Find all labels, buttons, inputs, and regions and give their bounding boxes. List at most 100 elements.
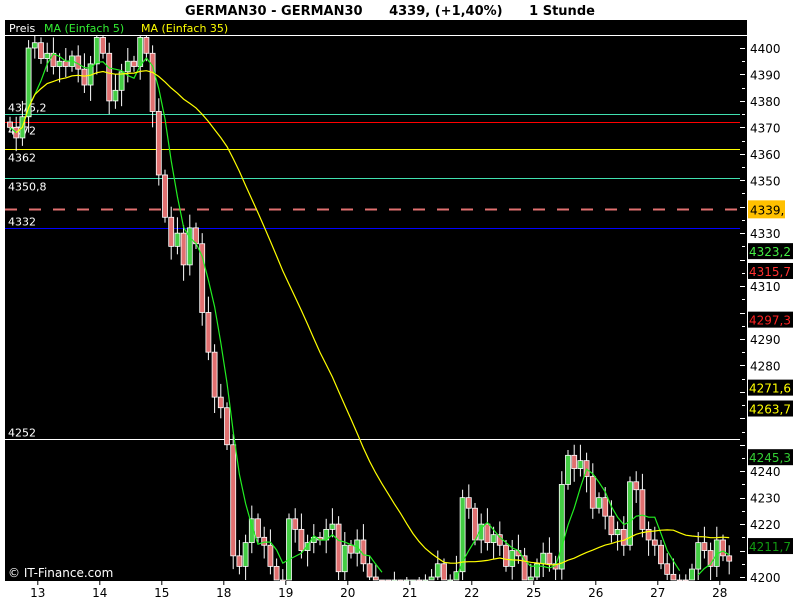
candle-up — [118, 71, 125, 91]
level-label: 4252 — [8, 427, 36, 440]
y-axis-label: 4280 — [750, 359, 781, 373]
price-marker-label: 4297,3 — [749, 314, 791, 328]
candle-down — [416, 579, 423, 582]
price-marker-label: 4315,7 — [749, 265, 791, 279]
x-axis-label: 21 — [402, 586, 417, 600]
current-price-label: 4339, — [750, 203, 784, 217]
candle-up — [137, 37, 144, 67]
y-axis-label: 4290 — [750, 333, 781, 347]
quote-value: 4339, (+1,40%) — [389, 4, 503, 19]
candle-down — [199, 243, 206, 313]
x-axis-label: 15 — [154, 586, 169, 600]
candle-down — [372, 576, 379, 581]
y-axis-label: 4390 — [750, 68, 781, 82]
candle-down — [521, 555, 528, 581]
y-axis-strip — [740, 36, 747, 581]
candle-down — [496, 534, 503, 546]
candle-down — [503, 544, 509, 567]
candle-down — [658, 544, 664, 565]
candle-up — [627, 481, 633, 546]
candle-down — [267, 544, 274, 567]
candle-up — [93, 37, 100, 65]
candle-up — [248, 518, 255, 544]
candle-up — [174, 232, 181, 247]
x-axis-label: 26 — [588, 586, 603, 600]
candle-up — [341, 544, 348, 573]
price-marker-label: 4271,6 — [749, 382, 791, 396]
candle-down — [7, 121, 13, 128]
y-axis-label: 4310 — [750, 280, 781, 294]
candles — [7, 36, 733, 582]
candle-up — [577, 460, 584, 469]
candle-down — [589, 476, 596, 509]
instrument-name: GERMAN30 - GERMAN30 — [185, 4, 363, 19]
y-axis-label: 4360 — [750, 148, 781, 162]
price-marker-label: 4323,2 — [749, 245, 791, 259]
candle-up — [447, 579, 454, 582]
candle-down — [81, 68, 88, 86]
y-axis-label: 4330 — [750, 227, 781, 241]
candle-up — [565, 454, 571, 485]
x-axis-label: 27 — [650, 586, 665, 600]
ma-fast-line — [9, 53, 383, 573]
price-marker-box — [748, 243, 793, 260]
candle-down — [651, 539, 658, 546]
x-axis-label: 20 — [340, 586, 355, 600]
candle-up — [25, 47, 32, 118]
candle-down — [180, 232, 187, 266]
y-axis: 4400 4390 4380 4370 4360 4350 4330 4310 4290 4280… — [740, 36, 781, 585]
candle-down — [224, 407, 230, 446]
candle-up — [689, 568, 695, 581]
x-axis-label: 28 — [712, 586, 727, 600]
candle-down — [546, 552, 553, 565]
candle-up — [422, 579, 429, 582]
price-marker-label: 4263,7 — [749, 403, 791, 417]
x-axis-label: 18 — [216, 586, 231, 600]
candle-down — [100, 37, 106, 54]
y-axis-label: 4200 — [750, 571, 781, 585]
candle-up — [459, 497, 466, 573]
price-marker-box — [748, 538, 793, 555]
x-axis-label: 13 — [30, 586, 45, 600]
candle-down — [707, 550, 714, 567]
candle-down — [155, 111, 162, 176]
candle-down — [230, 444, 237, 557]
price-marker-box — [748, 262, 793, 279]
candle-up — [403, 579, 410, 582]
candle-down — [261, 536, 268, 546]
candle-down — [106, 52, 113, 102]
candle-up — [540, 552, 547, 565]
price-marker-box — [748, 449, 793, 466]
y-axis-label: 4230 — [750, 492, 781, 506]
moving-averages — [9, 53, 730, 578]
candle-up — [509, 550, 516, 567]
candle-down — [131, 60, 137, 67]
candle-down — [465, 497, 472, 509]
candle-down — [211, 351, 218, 398]
candle-down — [236, 555, 243, 567]
legend-ma-slow: MA (Einfach 35) — [141, 22, 228, 35]
ma-fast-line — [697, 550, 730, 576]
candle-down — [726, 555, 733, 562]
candle-down — [633, 481, 640, 491]
candle-down — [348, 544, 354, 554]
legend-price: Preis — [9, 22, 36, 35]
candle-up — [410, 579, 416, 582]
y-axis-label: 4380 — [750, 95, 781, 109]
candle-up — [329, 523, 336, 530]
plot-area — [5, 20, 747, 581]
candle-down — [50, 52, 57, 67]
candle-down — [670, 573, 677, 581]
candle-up — [534, 563, 540, 578]
y-axis-label: 4350 — [750, 174, 781, 188]
candle-down — [298, 528, 305, 551]
timeframe: 1 Stunde — [529, 4, 595, 19]
candle-down — [720, 539, 726, 557]
y-axis-label: 4370 — [750, 121, 781, 135]
candle-up — [490, 534, 497, 544]
y-axis-label: 4400 — [750, 42, 781, 56]
candle-down — [162, 174, 168, 218]
candle-up — [558, 484, 565, 570]
candle-down — [664, 563, 671, 575]
